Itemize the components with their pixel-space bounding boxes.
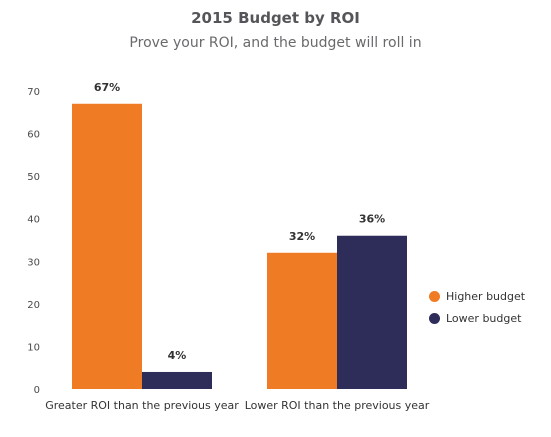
- bar: [337, 235, 407, 389]
- chart-title: 2015 Budget by ROI: [191, 9, 360, 27]
- y-tick-label: 20: [27, 300, 40, 311]
- y-tick-label: 10: [27, 342, 40, 353]
- data-label: 4%: [168, 349, 187, 362]
- data-label: 67%: [94, 81, 120, 94]
- bar: [72, 103, 142, 390]
- bar: [267, 252, 337, 389]
- y-tick-label: 70: [27, 87, 40, 98]
- bar: [142, 371, 212, 389]
- y-tick-label: 60: [27, 130, 40, 141]
- legend-item-lower-budget: Lower budget: [429, 307, 525, 329]
- y-tick-label: 30: [27, 257, 40, 268]
- legend-label-higher-budget: Higher budget: [446, 289, 526, 303]
- x-category-label: Lower ROI than the previous year: [245, 399, 430, 412]
- data-label: 36%: [359, 213, 385, 226]
- legend-swatch-lower-budget: [429, 312, 440, 324]
- x-category-label: Greater ROI than the previous year: [45, 399, 239, 412]
- legend-label-lower-budget: Lower budget: [446, 311, 522, 325]
- chart-subtitle: Prove your ROI, and the budget will roll…: [129, 35, 422, 51]
- legend-item-higher-budget: Higher budget: [429, 285, 525, 307]
- y-tick-label: 40: [27, 215, 40, 226]
- legend: Higher budget Lower budget: [429, 285, 525, 329]
- data-label: 32%: [289, 230, 315, 243]
- y-tick-label: 0: [34, 385, 40, 396]
- y-tick-label: 50: [27, 172, 40, 183]
- legend-swatch-higher-budget: [429, 290, 440, 302]
